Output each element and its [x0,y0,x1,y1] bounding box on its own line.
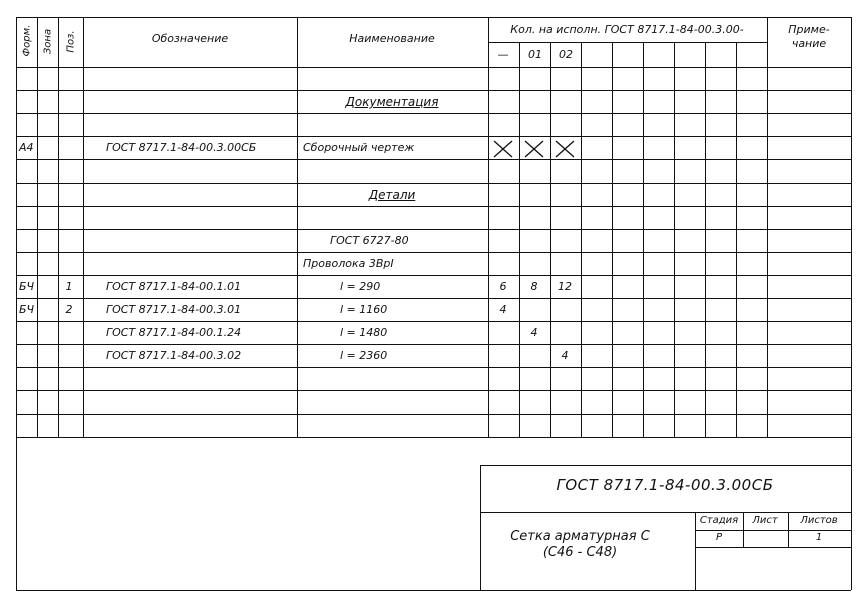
header-position: Поз. [65,30,77,53]
grid-line [16,228,851,230]
grid-line [16,274,851,276]
row-format: А4 [19,141,34,155]
row-name: Детали [368,187,416,202]
row-format: БЧ [19,303,35,316]
row-quantity: 6 [499,279,507,293]
row-format: БЧ [19,279,35,293]
grid-line [519,42,520,437]
cross-mark-icon [493,140,513,158]
grid-line [16,182,851,184]
row-quantity: 4 [561,349,569,363]
grid-line [16,321,851,323]
grid-line [674,42,675,437]
sheets-value: 1 [815,532,823,543]
grid-line [767,17,768,437]
row-name: Проволока 3ВрI [303,256,394,270]
header-variant-base: — [497,48,509,61]
row-quantity: 8 [530,279,538,293]
grid-line [16,590,851,591]
row-name: l = 1160 [340,303,388,316]
header-note: Приме- чание [788,23,830,50]
grid-line [16,159,851,161]
grid-line [488,17,489,437]
grid-line [16,251,851,253]
grid-line [16,136,851,138]
row-designation: ГОСТ 8717.1-84-00.3.02 [106,349,242,363]
row-name: l = 1480 [340,326,388,340]
stage-value: Р [715,532,723,543]
header-variant-02: 02 [559,48,573,61]
row-name: Документация [345,95,439,110]
grid-line [480,465,481,590]
header-format: Форм. [21,24,33,57]
row-quantity: 12 [558,279,572,293]
header-quantity: Кол. на исполн. ГОСТ 8717.1-84-00.3.00- [510,23,744,36]
row-name: l = 290 [340,279,381,293]
title-product-range: (С46 - С48) [542,545,618,560]
grid-line [16,17,851,18]
grid-line [37,17,38,437]
row-name: ГОСТ 6727-80 [330,233,409,247]
title-product-name: Сетка арматурная С [510,529,650,544]
header-name: Наименование [349,32,435,45]
row-quantity: 4 [530,326,538,340]
grid-line [643,42,644,437]
cross-mark-icon [524,140,544,158]
grid-line [695,512,696,590]
row-position: 2 [65,303,73,316]
grid-line [851,17,852,590]
row-designation: ГОСТ 8717.1-84-00.1.24 [106,326,242,340]
grid-line [16,67,851,68]
grid-line [695,547,851,548]
row-position: 1 [65,279,73,293]
header-variant-01: 01 [528,48,542,61]
grid-line [16,390,851,392]
grid-line [581,42,582,437]
grid-line [743,512,744,547]
grid-line [550,42,551,437]
row-designation: ГОСТ 8717.1-84-00.3.01 [106,303,242,316]
grid-line [16,298,851,299]
row-name: l = 2360 [340,349,388,363]
header-zone: Зона [42,28,54,55]
grid-line [83,17,84,437]
grid-line [16,344,851,346]
sheets-label: Листов [800,515,838,526]
grid-line [488,42,767,43]
title-document-code: ГОСТ 8717.1-84-00.3.00СБ [556,476,774,494]
grid-line [695,530,851,531]
grid-line [480,512,851,513]
grid-line [16,367,851,369]
row-designation: ГОСТ 8717.1-84-00.3.00СБ [106,141,257,155]
stage-label: Стадия [699,515,739,526]
grid-line [297,17,298,437]
grid-line [16,113,851,115]
grid-line [16,90,851,92]
row-name: Сборочный чертеж [303,141,415,155]
header-designation: Обозначение [151,32,229,45]
grid-line [16,205,851,207]
grid-line [612,42,613,437]
grid-line [16,17,17,590]
row-designation: ГОСТ 8717.1-84-00.1.01 [106,279,242,293]
grid-line [16,436,851,438]
grid-line [705,42,706,437]
grid-line [736,42,737,437]
grid-line [480,465,851,466]
grid-line [58,17,59,437]
cross-mark-icon [555,140,575,158]
grid-line [16,413,851,415]
row-quantity: 4 [499,303,507,316]
grid-line [788,512,789,547]
sheet-label: Лист [752,515,778,526]
